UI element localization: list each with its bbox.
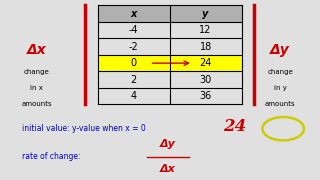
Text: in x: in x [30, 85, 43, 91]
Text: y: y [203, 9, 209, 19]
Text: Δx: Δx [160, 164, 176, 174]
Text: x: x [131, 9, 137, 19]
Bar [171, 56, 241, 71]
Text: initial value: y-value when x = 0: initial value: y-value when x = 0 [22, 124, 146, 133]
Text: 12: 12 [199, 25, 212, 35]
Text: 24: 24 [199, 58, 212, 68]
Text: -2: -2 [129, 42, 139, 52]
Text: 18: 18 [199, 42, 212, 52]
Text: -4: -4 [129, 25, 139, 35]
Text: 36: 36 [199, 91, 212, 101]
Text: Δx: Δx [27, 43, 47, 57]
Text: 4: 4 [131, 91, 137, 101]
Text: change: change [24, 69, 50, 75]
Text: rate of change:: rate of change: [22, 152, 81, 161]
Text: amounts: amounts [21, 101, 52, 107]
Text: change: change [267, 69, 293, 75]
Text: 2: 2 [131, 75, 137, 85]
Bar [99, 56, 169, 71]
Text: Δy: Δy [270, 43, 290, 57]
Text: 24: 24 [224, 118, 247, 135]
Text: 30: 30 [199, 75, 212, 85]
Text: in y: in y [274, 85, 286, 91]
Text: Δy: Δy [160, 139, 176, 149]
Bar [98, 5, 242, 22]
Text: 0: 0 [131, 58, 137, 68]
Text: amounts: amounts [265, 101, 295, 107]
